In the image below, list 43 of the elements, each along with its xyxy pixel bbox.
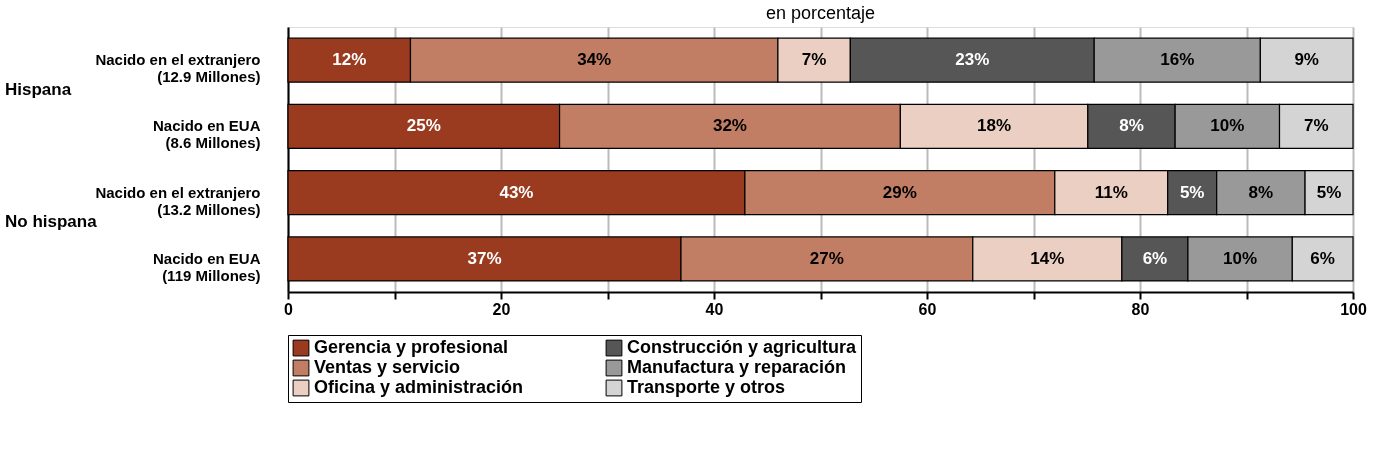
x-tick-label: 100 bbox=[1340, 300, 1367, 318]
data-label: 6% bbox=[1142, 248, 1168, 268]
data-label: 8% bbox=[1248, 182, 1274, 202]
data-label: 8% bbox=[1119, 116, 1144, 136]
data-label: 10% bbox=[1210, 116, 1245, 136]
data-label: 5% bbox=[1316, 182, 1342, 202]
x-tick-label: 20 bbox=[492, 300, 511, 318]
data-label: 6% bbox=[1310, 248, 1335, 268]
x-tick-label: 60 bbox=[918, 300, 937, 318]
text: No hispana bbox=[5, 212, 98, 232]
y-tick-label: Nacido en el extranjero (13.2 Millones) bbox=[95, 183, 261, 218]
data-label: 23% bbox=[955, 50, 990, 70]
text: Hispana bbox=[5, 79, 72, 99]
data-label: 18% bbox=[977, 116, 1012, 136]
data-label: 16% bbox=[1160, 50, 1195, 70]
data-label: 27% bbox=[809, 248, 844, 268]
data-label: 11% bbox=[1094, 182, 1128, 202]
data-label: 7% bbox=[1303, 116, 1329, 136]
data-label: 12% bbox=[332, 50, 367, 70]
data-label: 25% bbox=[406, 116, 441, 136]
data-label: 37% bbox=[467, 248, 502, 268]
legend-label: Construcción y agricultura bbox=[627, 337, 858, 358]
legend-label: Ventas y servicio bbox=[314, 357, 461, 377]
legend-label: Manufactura y reparación bbox=[627, 357, 847, 377]
legend-label: Transporte y otros bbox=[627, 377, 786, 397]
y-tick-label: Nacido en el extranjero (12.9 Millones) bbox=[95, 51, 261, 86]
data-label: 29% bbox=[882, 182, 917, 202]
data-label: 10% bbox=[1223, 248, 1258, 268]
x-tick-label: 0 bbox=[284, 300, 294, 318]
legend-label: Oficina y administración bbox=[314, 377, 524, 397]
x-tick-label: 40 bbox=[705, 300, 724, 318]
y-tick-label: Nacido en EUA (119 Millones) bbox=[152, 249, 261, 284]
data-label: 34% bbox=[577, 50, 612, 70]
legend-label: Gerencia y profesional bbox=[314, 337, 509, 358]
data-label: 14% bbox=[1030, 248, 1065, 268]
data-label: 9% bbox=[1294, 50, 1319, 70]
data-label: 5% bbox=[1179, 182, 1205, 202]
data-label: 32% bbox=[712, 116, 747, 136]
data-label: 43% bbox=[499, 182, 534, 202]
x-tick-label: 80 bbox=[1131, 300, 1150, 318]
y-tick-label: Nacido en EUA (8.6 Millones) bbox=[152, 117, 261, 152]
data-label: 7% bbox=[801, 50, 827, 70]
chart-title: en porcentaje bbox=[765, 3, 876, 23]
